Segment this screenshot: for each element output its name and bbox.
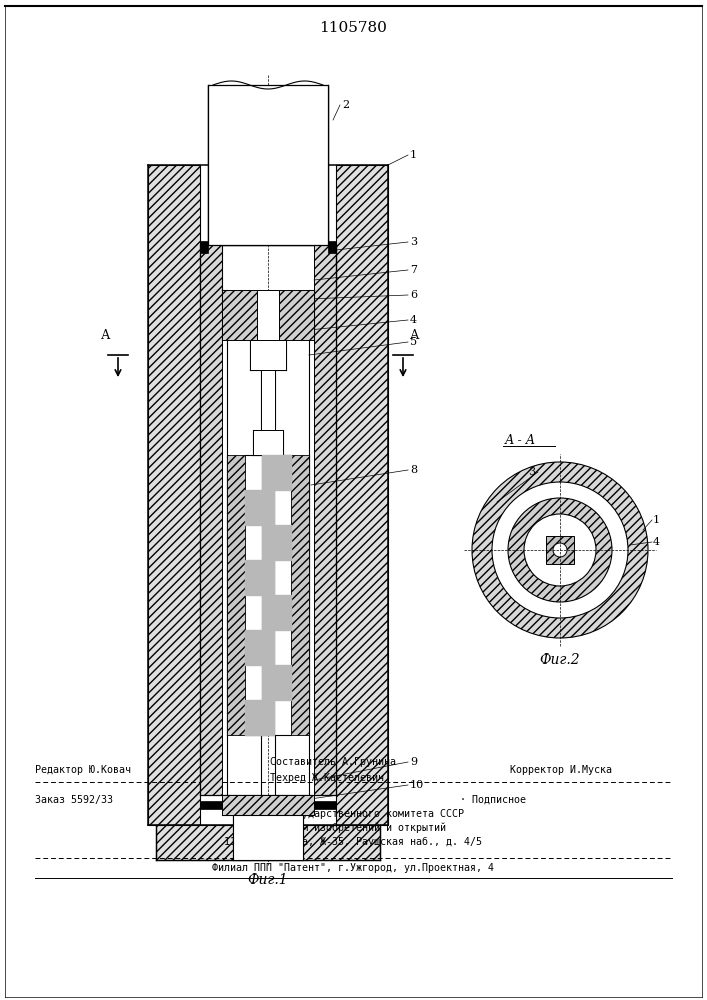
Bar [208,85,328,245]
Polygon shape [546,536,574,564]
Polygon shape [262,665,291,700]
Circle shape [524,514,596,586]
Text: ВНИИПИ Государственного комитета СССР: ВНИИПИ Государственного комитета СССР [242,809,464,819]
Bar [148,165,200,825]
Polygon shape [245,630,274,665]
Bar [328,241,336,253]
Bar [261,370,275,430]
Text: А: А [101,329,111,342]
Text: Филиал ППП "Патент", г.Ужгород, ул.Проектная, 4: Филиал ППП "Патент", г.Ужгород, ул.Проек… [212,863,494,873]
Polygon shape [262,455,291,490]
Text: Составитель А.Грунина: Составитель А.Грунина [270,757,396,767]
Text: 6: 6 [410,290,417,300]
Circle shape [553,543,567,557]
Polygon shape [245,490,274,525]
Text: по делам изобретений и открытий: по делам изобретений и открытий [260,823,446,833]
Text: 8: 8 [410,465,417,475]
Polygon shape [245,700,274,735]
Polygon shape [262,525,291,560]
Bar [222,795,314,815]
Circle shape [472,462,648,638]
Bar [291,455,309,735]
Text: Заказ 5592/33: Заказ 5592/33 [35,795,113,805]
Bar [200,241,208,253]
Text: Тираж 823: Тираж 823 [230,795,284,805]
Text: Техред Ж.Кастелевич: Техред Ж.Кастелевич [270,773,384,783]
Text: 1: 1 [653,515,660,525]
Bar [253,430,283,455]
Bar [156,825,380,860]
Bar [233,815,303,860]
Text: 113035, Москва, Ж-35, Раушская наб., д. 4/5: 113035, Москва, Ж-35, Раушская наб., д. … [224,837,482,847]
Bar [257,290,279,340]
Bar [200,801,222,809]
Text: Фиг.2: Фиг.2 [539,653,580,667]
Text: 5: 5 [410,337,417,347]
Text: 1: 1 [410,150,417,160]
Text: 2: 2 [342,100,349,110]
Text: Фиг.1: Фиг.1 [247,873,288,887]
Bar [336,165,388,825]
Polygon shape [245,560,274,595]
Bar [250,340,286,370]
Text: · Подписное: · Подписное [460,795,526,805]
Text: А: А [410,329,420,342]
Text: Корректор И.Муска: Корректор И.Муска [510,765,612,775]
Text: А - А: А - А [505,434,536,446]
Text: 3: 3 [528,467,535,477]
Bar [262,455,274,735]
Bar [314,245,336,795]
Bar [314,801,336,809]
Text: Редактор Ю.Ковач: Редактор Ю.Ковач [35,765,131,775]
Text: 10: 10 [410,780,424,790]
Polygon shape [262,595,291,630]
Text: 3: 3 [410,237,417,247]
Circle shape [508,498,612,602]
Bar [222,290,314,340]
Bar [200,245,222,795]
Text: 7: 7 [410,265,417,275]
Text: 4: 4 [410,315,417,325]
Bar [227,455,245,735]
Circle shape [492,482,628,618]
Text: 1105780: 1105780 [319,21,387,35]
Text: 9: 9 [410,757,417,767]
Text: 4: 4 [653,537,660,547]
